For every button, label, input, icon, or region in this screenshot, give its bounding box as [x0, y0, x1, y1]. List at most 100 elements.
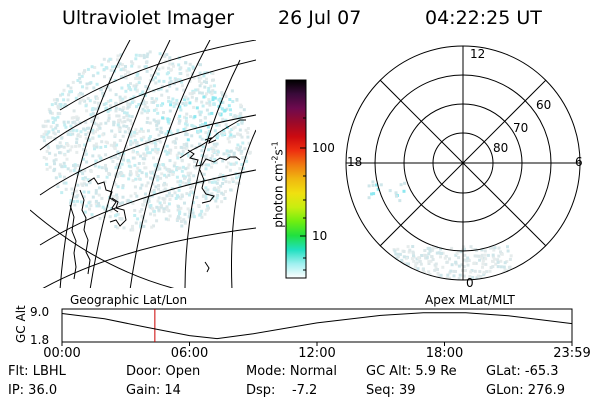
speckle-pixel	[126, 105, 130, 109]
speckle-pixel	[162, 79, 166, 83]
speckle-pixel	[181, 165, 185, 169]
speckle-pixel	[228, 135, 232, 139]
speckle-pixel	[142, 224, 146, 228]
speckle-pixel	[81, 177, 85, 180]
speckle-pixel	[148, 50, 152, 54]
speckle-pixel	[211, 72, 215, 75]
x-tick-label: 00:00	[43, 346, 81, 361]
speckle-pixel	[186, 138, 190, 142]
speckle-pixel	[393, 278, 397, 280]
speckle-pixel	[430, 248, 434, 252]
speckle-pixel	[86, 178, 90, 182]
speckle-pixel	[221, 159, 225, 163]
speckle-pixel	[134, 53, 138, 57]
speckle-pixel	[140, 183, 144, 187]
speckle-pixel	[127, 164, 131, 168]
speckle-pixel	[204, 155, 207, 159]
speckle-pixel	[175, 87, 179, 91]
speckle-pixel	[161, 102, 165, 106]
speckle-pixel	[183, 115, 186, 119]
speckle-pixel	[189, 115, 193, 119]
speckle-pixel	[211, 78, 214, 82]
speckle-pixel	[224, 180, 228, 184]
speckle-pixel	[98, 156, 102, 160]
speckle-pixel	[215, 136, 219, 140]
speckle-pixel	[149, 212, 153, 216]
speckle-pixel	[485, 270, 489, 274]
speckle-pixel	[509, 276, 513, 280]
speckle-pixel	[197, 110, 201, 114]
speckle-pixel	[79, 91, 82, 95]
speckle-pixel	[111, 198, 114, 202]
speckle-pixel	[113, 141, 117, 145]
speckle-pixel	[158, 52, 162, 56]
speckle-pixel	[198, 143, 202, 147]
speckle-pixel	[207, 112, 211, 116]
speckle-pixel	[182, 143, 186, 146]
speckle-pixel	[173, 141, 177, 145]
speckle-pixel	[94, 130, 97, 134]
speckle-pixel	[153, 71, 157, 75]
speckle-pixel	[82, 147, 85, 151]
speckle-pixel	[111, 160, 115, 163]
speckle-pixel	[155, 97, 159, 101]
speckle-pixel	[158, 139, 162, 143]
speckle-pixel	[191, 201, 195, 205]
speckle-pixel	[221, 119, 225, 123]
speckle-pixel	[125, 125, 129, 128]
speckle-pixel	[89, 204, 93, 208]
speckle-pixel	[156, 88, 160, 92]
speckle-pixel	[111, 65, 114, 69]
speckle-pixel	[168, 151, 172, 155]
speckle-pixel	[115, 213, 119, 217]
speckle-pixel	[238, 148, 242, 152]
speckle-pixel	[213, 90, 217, 94]
x-tick-label: 12:00	[298, 346, 336, 361]
speckle-pixel	[42, 132, 46, 136]
speckle-pixel	[157, 79, 161, 83]
speckle-pixel	[72, 195, 76, 199]
speckle-pixel	[443, 256, 447, 260]
speckle-pixel	[97, 193, 101, 197]
speckle-pixel	[54, 126, 58, 130]
status-gc-alt: GC Alt: 5.9 Re	[366, 364, 457, 379]
speckle-pixel	[218, 175, 222, 179]
speckle-pixel	[432, 245, 436, 249]
speckle-pixel	[188, 178, 192, 182]
speckle-pixel	[462, 274, 466, 278]
speckle-pixel	[75, 141, 79, 145]
speckle-pixel	[452, 269, 456, 273]
speckle-pixel	[106, 119, 110, 123]
speckle-pixel	[95, 82, 99, 86]
speckle-pixel	[45, 162, 49, 166]
speckle-pixel	[87, 201, 91, 205]
speckle-pixel	[157, 133, 161, 137]
speckle-pixel	[121, 109, 125, 113]
speckle-pixel	[144, 147, 148, 151]
speckle-pixel	[159, 126, 163, 130]
speckle-pixel	[213, 161, 217, 164]
speckle-pixel	[93, 147, 96, 151]
speckle-pixel	[182, 127, 186, 131]
speckle-pixel	[155, 123, 159, 127]
speckle-pixel	[130, 64, 134, 68]
speckle-pixel	[164, 217, 168, 221]
speckle-pixel	[171, 140, 175, 144]
speckle-pixel	[132, 99, 136, 103]
speckle-pixel	[103, 86, 106, 90]
speckle-pixel	[175, 168, 179, 172]
speckle-pixel	[167, 173, 171, 177]
speckle-pixel	[402, 255, 406, 259]
speckle-pixel	[139, 127, 143, 131]
speckle-pixel	[99, 88, 103, 92]
speckle-pixel	[129, 139, 133, 143]
speckle-pixel	[64, 187, 68, 191]
speckle-pixel	[453, 279, 457, 280]
speckle-pixel	[93, 66, 97, 69]
speckle-pixel	[48, 151, 52, 155]
speckle-pixel	[222, 152, 226, 156]
speckle-pixel	[156, 149, 160, 153]
speckle-pixel	[104, 167, 108, 171]
speckle-pixel	[434, 262, 438, 266]
speckle-pixel	[120, 217, 124, 221]
